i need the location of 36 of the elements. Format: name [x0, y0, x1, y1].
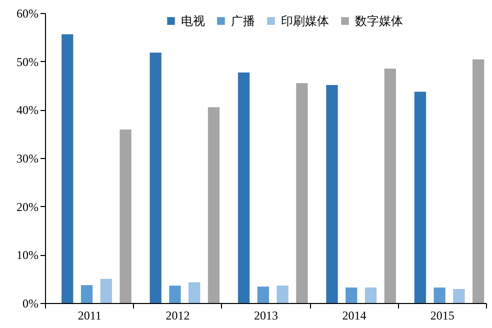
bar [384, 68, 396, 303]
legend-label: 印刷媒体 [281, 14, 329, 28]
bar [472, 59, 484, 303]
bar [238, 72, 250, 303]
x-tick-label: 2014 [342, 308, 366, 322]
y-tick-label: 50% [16, 54, 38, 69]
bar [80, 285, 93, 303]
x-tick-label: 2013 [254, 308, 278, 322]
legend-label: 广播 [231, 14, 255, 28]
y-tick-label: 60% [16, 6, 38, 20]
bar [434, 288, 446, 303]
bar [188, 282, 200, 303]
legend-label: 数字媒体 [355, 14, 403, 28]
y-tick-label: 10% [16, 248, 38, 262]
y-tick-label: 30% [16, 152, 38, 166]
x-tick-label: 2015 [430, 308, 454, 322]
y-tick-label: 40% [16, 103, 38, 118]
bar [169, 286, 181, 303]
bar [453, 288, 465, 303]
bar [150, 52, 162, 303]
x-tick-label: 2012 [166, 308, 190, 322]
bar [414, 92, 426, 303]
bar [257, 286, 269, 303]
bar [120, 129, 132, 303]
bar [364, 288, 377, 303]
bar [296, 83, 308, 303]
bar [208, 107, 220, 303]
y-tick-label: 20% [16, 200, 38, 214]
x-tick-label: 2011 [78, 308, 102, 322]
bar [276, 286, 288, 303]
y-tick-label: 0% [22, 296, 38, 310]
legend-label: 电视 [181, 14, 205, 28]
bar [62, 34, 74, 303]
bar [100, 278, 112, 303]
bar [346, 288, 358, 303]
bar [326, 85, 338, 303]
